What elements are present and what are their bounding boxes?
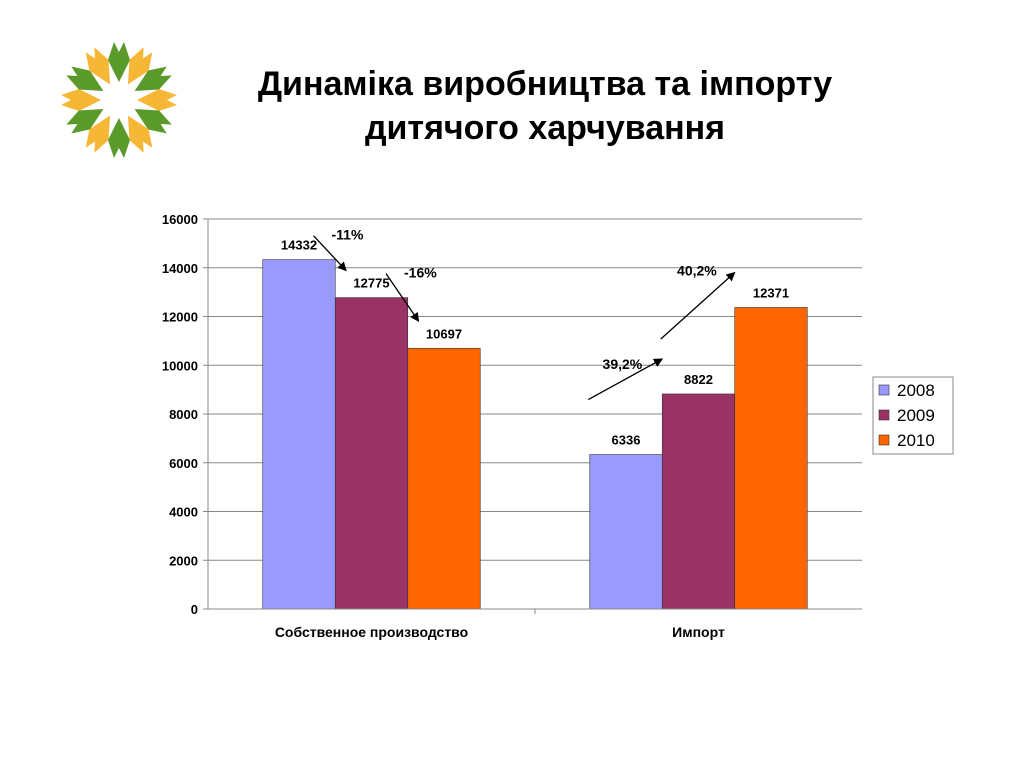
y-tick-label: 14000 xyxy=(162,261,198,276)
x-category-label: Собственное производство xyxy=(275,624,468,640)
change-label: 39,2% xyxy=(603,356,643,372)
data-label: 10697 xyxy=(426,326,462,341)
change-annotations: -11% -16% 39,2% 40,2% xyxy=(313,227,736,401)
change-arrow xyxy=(660,271,736,340)
x-category-label: Импорт xyxy=(672,624,725,640)
data-label: 12371 xyxy=(753,285,789,300)
bars xyxy=(262,259,808,610)
bar-2009-import xyxy=(661,393,736,610)
legend-swatch xyxy=(878,384,890,396)
logo-petal xyxy=(128,47,153,85)
bar-2010-import xyxy=(734,307,808,610)
slide-title-line-2: дитячого харчування xyxy=(364,109,726,147)
y-tick-label: 16000 xyxy=(162,212,198,227)
slide-title: Динаміка виробництва та імпорту дитячого… xyxy=(230,62,860,150)
y-tick-label: 8000 xyxy=(169,407,198,422)
data-label: 12775 xyxy=(353,276,389,291)
change-label: 40,2% xyxy=(677,262,717,278)
data-labels: 14332 12775 10697 6336 8822 12371 xyxy=(281,238,789,448)
change-arrow xyxy=(587,358,664,401)
bar-2010-production xyxy=(407,347,481,610)
logo-petal xyxy=(66,109,104,134)
data-label: 14332 xyxy=(281,238,317,253)
logo-petal xyxy=(134,66,172,91)
legend: 2008 2009 2010 xyxy=(872,376,954,455)
logo-petal xyxy=(85,47,110,85)
legend-swatch xyxy=(878,409,890,421)
change-label: -16% xyxy=(404,265,437,281)
data-label: 8822 xyxy=(684,372,713,387)
y-tick-label: 6000 xyxy=(169,456,198,471)
data-label: 6336 xyxy=(612,433,641,448)
logo-petal xyxy=(108,42,130,82)
logo-petal xyxy=(128,115,153,153)
bar-2009-production xyxy=(334,297,409,610)
y-tick-label: 2000 xyxy=(169,553,198,568)
logo-petal xyxy=(108,118,130,158)
legend-swatch xyxy=(878,434,890,446)
change-label: -11% xyxy=(332,227,364,243)
logo-petal xyxy=(61,89,101,111)
logo-petal xyxy=(66,66,104,91)
y-tick-label: 4000 xyxy=(169,505,198,520)
logo-petal xyxy=(137,89,177,111)
y-tick-label: 10000 xyxy=(162,358,198,373)
change-arrow xyxy=(313,235,347,272)
legend-label: 2009 xyxy=(897,406,935,425)
bar-2008-production xyxy=(262,259,336,610)
y-tick-label: 12000 xyxy=(162,310,198,325)
legend-label: 2010 xyxy=(897,431,935,450)
change-arrow xyxy=(385,273,420,323)
y-tick-label: 0 xyxy=(191,602,198,617)
flower-logo xyxy=(61,42,177,158)
bar-2008-import xyxy=(589,454,663,610)
axes: 0 2000 4000 6000 8000 10000 12000 14000 16000 Соб… xyxy=(162,212,862,640)
logo-petal xyxy=(85,115,110,153)
slide-title-line-1: Динаміка виробництва та імпорту xyxy=(257,65,833,103)
legend-label: 2008 xyxy=(897,381,935,400)
logo-petal xyxy=(134,109,172,134)
